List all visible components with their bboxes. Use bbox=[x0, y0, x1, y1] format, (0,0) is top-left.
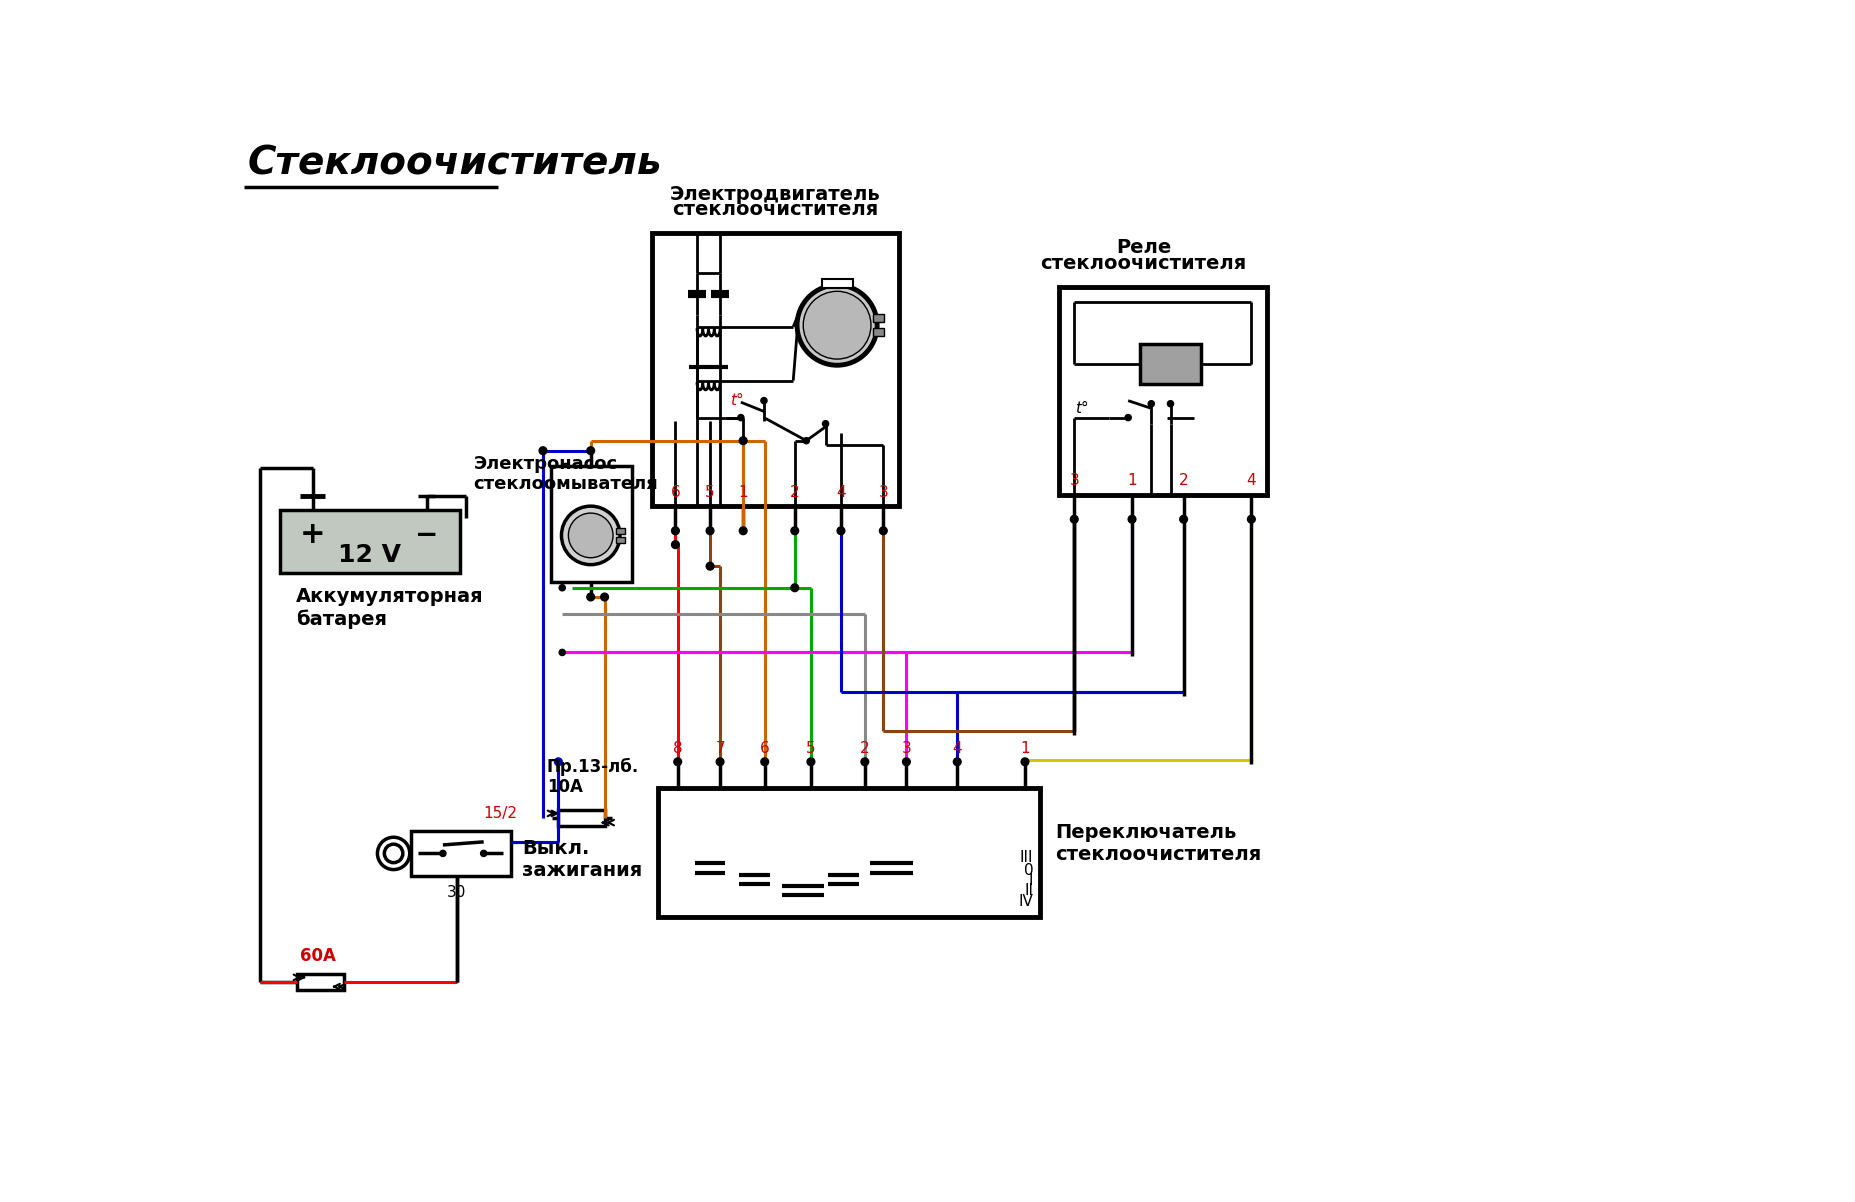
Text: стеклоочистителя: стеклоочистителя bbox=[1041, 254, 1247, 273]
Bar bbox=[1059, 287, 1267, 494]
Bar bbox=[874, 315, 885, 322]
Text: 12 V: 12 V bbox=[338, 542, 401, 566]
Bar bbox=[659, 789, 1039, 917]
Bar bbox=[551, 466, 631, 582]
Text: 2: 2 bbox=[1178, 474, 1189, 488]
Text: t°: t° bbox=[731, 393, 744, 409]
Circle shape bbox=[1180, 516, 1187, 523]
Circle shape bbox=[540, 447, 547, 454]
Bar bbox=[822, 279, 853, 288]
Circle shape bbox=[953, 758, 961, 766]
Circle shape bbox=[1248, 516, 1256, 523]
Text: 60А: 60А bbox=[301, 947, 336, 965]
Circle shape bbox=[555, 758, 562, 766]
Circle shape bbox=[798, 285, 877, 365]
Circle shape bbox=[672, 526, 679, 535]
Text: 6: 6 bbox=[761, 740, 770, 756]
Circle shape bbox=[740, 436, 748, 445]
Circle shape bbox=[861, 758, 868, 766]
Circle shape bbox=[601, 593, 608, 601]
Text: Пр.13-лб.
10А: Пр.13-лб. 10А bbox=[547, 757, 640, 797]
Bar bbox=[616, 537, 625, 543]
Text: 2: 2 bbox=[790, 484, 800, 500]
Circle shape bbox=[761, 758, 768, 766]
Circle shape bbox=[1128, 516, 1135, 523]
Circle shape bbox=[807, 758, 814, 766]
Text: 5: 5 bbox=[705, 484, 714, 500]
Text: IV: IV bbox=[1018, 894, 1033, 910]
Circle shape bbox=[672, 541, 679, 548]
Text: 4: 4 bbox=[952, 740, 963, 756]
Circle shape bbox=[562, 506, 620, 565]
Text: 1: 1 bbox=[738, 484, 748, 500]
Bar bbox=[1139, 345, 1202, 385]
Bar bbox=[653, 233, 898, 506]
Text: 3: 3 bbox=[879, 484, 889, 500]
Circle shape bbox=[586, 447, 595, 454]
Bar bbox=[297, 975, 345, 989]
Circle shape bbox=[790, 584, 800, 591]
Circle shape bbox=[1167, 400, 1174, 406]
Bar bbox=[558, 810, 605, 826]
Text: Стеклоочиститель: Стеклоочиститель bbox=[249, 144, 662, 183]
Circle shape bbox=[803, 438, 809, 444]
Circle shape bbox=[1070, 516, 1078, 523]
Circle shape bbox=[837, 526, 844, 535]
Bar bbox=[874, 328, 885, 337]
Bar bbox=[410, 831, 510, 876]
Text: Переключатель
стеклоочистителя: Переключатель стеклоочистителя bbox=[1055, 822, 1261, 863]
Text: Выкл.
зажигания: Выкл. зажигания bbox=[523, 839, 642, 880]
Circle shape bbox=[903, 758, 911, 766]
Text: 6: 6 bbox=[670, 484, 681, 500]
Circle shape bbox=[673, 758, 681, 766]
Circle shape bbox=[1148, 400, 1154, 406]
Text: 8: 8 bbox=[673, 740, 683, 756]
Circle shape bbox=[790, 526, 800, 535]
Text: стеклоочистителя: стеклоочистителя bbox=[672, 200, 879, 219]
Circle shape bbox=[740, 526, 748, 535]
Circle shape bbox=[440, 850, 445, 857]
Circle shape bbox=[822, 421, 829, 427]
Text: 2: 2 bbox=[861, 740, 870, 756]
Text: 0: 0 bbox=[1024, 863, 1033, 877]
Text: Электродвигатель: Электродвигатель bbox=[670, 185, 881, 203]
Circle shape bbox=[377, 838, 410, 869]
Text: 3: 3 bbox=[902, 740, 911, 756]
Text: Реле: Реле bbox=[1117, 238, 1171, 257]
Text: −: − bbox=[416, 520, 438, 548]
Text: t°: t° bbox=[1076, 400, 1089, 416]
Text: 7: 7 bbox=[716, 740, 725, 756]
Text: Аккумуляторная
батарея: Аккумуляторная батарея bbox=[295, 587, 484, 629]
Circle shape bbox=[1020, 758, 1030, 766]
Circle shape bbox=[1126, 415, 1132, 421]
Circle shape bbox=[568, 513, 612, 558]
Circle shape bbox=[803, 291, 872, 359]
Text: 5: 5 bbox=[807, 740, 816, 756]
Text: III: III bbox=[1020, 850, 1033, 864]
Circle shape bbox=[879, 526, 887, 535]
Circle shape bbox=[586, 593, 595, 601]
Circle shape bbox=[558, 649, 566, 655]
Text: 1: 1 bbox=[1128, 474, 1137, 488]
Circle shape bbox=[480, 850, 486, 857]
Circle shape bbox=[384, 844, 403, 863]
Text: 4: 4 bbox=[1247, 474, 1256, 488]
Circle shape bbox=[716, 758, 723, 766]
Text: 15/2: 15/2 bbox=[484, 807, 518, 821]
Text: 30: 30 bbox=[447, 885, 466, 900]
Text: +: + bbox=[301, 520, 326, 549]
Bar bbox=[616, 528, 625, 534]
Text: 1: 1 bbox=[1020, 740, 1030, 756]
Text: Электронасос
стеклоомывателя: Электронасос стеклоомывателя bbox=[473, 454, 659, 493]
Text: 4: 4 bbox=[837, 484, 846, 500]
Text: II: II bbox=[1024, 883, 1033, 898]
Text: 3: 3 bbox=[1068, 474, 1080, 488]
Circle shape bbox=[558, 584, 566, 591]
Circle shape bbox=[738, 415, 744, 421]
Circle shape bbox=[761, 398, 768, 404]
Text: I: I bbox=[1030, 873, 1033, 888]
Bar bbox=[280, 510, 460, 573]
Circle shape bbox=[707, 563, 714, 570]
Circle shape bbox=[707, 526, 714, 535]
